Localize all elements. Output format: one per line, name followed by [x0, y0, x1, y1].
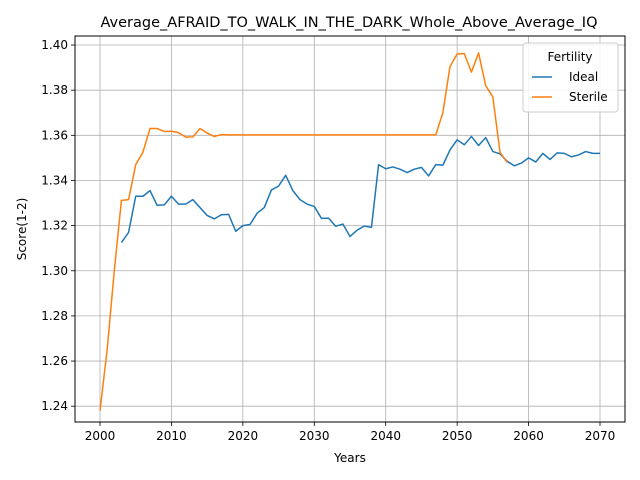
y-tick-label: 1.32 [41, 219, 68, 233]
legend-label-sterile: Sterile [569, 90, 608, 104]
chart-title: Average_AFRAID_TO_WALK_IN_THE_DARK_Whole… [100, 15, 597, 31]
x-tick-label: 2040 [370, 429, 401, 443]
x-tick-label: 2010 [156, 429, 187, 443]
x-tick-label: 2070 [585, 429, 616, 443]
y-tick-label: 1.40 [41, 38, 68, 52]
series-line-sterile [99, 52, 508, 411]
y-axis-label: Score(1-2) [15, 198, 29, 261]
plot-frame [74, 35, 626, 423]
x-tick-label: 2050 [442, 429, 473, 443]
y-tick-label: 1.26 [41, 354, 68, 368]
y-tick-label: 1.24 [41, 399, 68, 413]
legend-label-ideal: Ideal [569, 70, 598, 84]
y-tick-label: 1.28 [41, 309, 68, 323]
x-tick-label: 2020 [228, 429, 259, 443]
y-tick-label: 1.30 [41, 264, 68, 278]
legend: Fertility Ideal Sterile [522, 42, 619, 113]
y-axis: 1.24 1.26 1.28 1.30 1.32 1.34 1.36 1.38 1.40 [41, 38, 75, 413]
x-tick-label: 2060 [513, 429, 544, 443]
x-tick-label: 2030 [299, 429, 330, 443]
series-layer [99, 52, 600, 411]
x-tick-label: 2000 [85, 429, 116, 443]
y-tick-label: 1.36 [41, 128, 68, 142]
legend-title: Fertility [547, 50, 592, 64]
x-axis-label: Years [333, 451, 366, 465]
legend-box [522, 42, 619, 113]
y-tick-label: 1.38 [41, 83, 68, 97]
series-line-ideal [120, 135, 600, 243]
y-tick-label: 1.34 [41, 173, 68, 187]
x-axis: 2000 2010 2020 2030 2040 2050 2060 2070 [85, 422, 616, 443]
